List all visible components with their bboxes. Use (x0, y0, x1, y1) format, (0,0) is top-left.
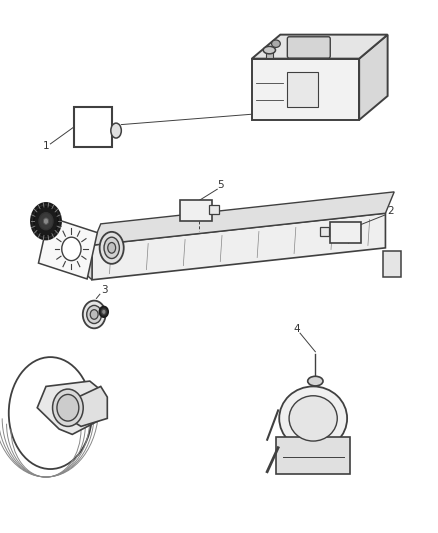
Ellipse shape (99, 306, 108, 317)
Ellipse shape (263, 46, 276, 54)
Ellipse shape (43, 218, 49, 224)
FancyBboxPatch shape (330, 222, 361, 243)
Bar (320, 227, 329, 236)
Text: 2: 2 (387, 206, 394, 215)
FancyBboxPatch shape (287, 37, 330, 58)
Polygon shape (359, 35, 388, 120)
Bar (287, 72, 318, 107)
Polygon shape (37, 381, 103, 434)
Text: 1: 1 (42, 141, 49, 150)
Ellipse shape (53, 389, 83, 426)
Polygon shape (68, 386, 107, 426)
Text: 5: 5 (217, 181, 224, 190)
Polygon shape (252, 35, 388, 59)
Circle shape (62, 237, 81, 261)
FancyBboxPatch shape (180, 200, 212, 221)
Ellipse shape (57, 394, 79, 421)
Polygon shape (92, 192, 394, 245)
Ellipse shape (99, 232, 124, 264)
Ellipse shape (307, 376, 323, 386)
Ellipse shape (39, 213, 53, 230)
Polygon shape (252, 59, 359, 120)
Polygon shape (92, 213, 385, 280)
Text: 3: 3 (101, 286, 108, 295)
Ellipse shape (279, 386, 347, 450)
Ellipse shape (104, 237, 119, 259)
Ellipse shape (272, 40, 280, 47)
Bar (383, 251, 401, 277)
Ellipse shape (87, 305, 102, 324)
Ellipse shape (102, 309, 106, 314)
Ellipse shape (108, 243, 116, 253)
Bar (209, 205, 219, 214)
Polygon shape (39, 217, 97, 279)
FancyBboxPatch shape (276, 437, 350, 474)
Polygon shape (83, 237, 92, 280)
Ellipse shape (83, 301, 106, 328)
Ellipse shape (289, 395, 337, 441)
Bar (266, 48, 273, 58)
Ellipse shape (34, 206, 58, 236)
Ellipse shape (31, 203, 61, 239)
Ellipse shape (111, 123, 121, 138)
Ellipse shape (9, 357, 92, 469)
Ellipse shape (90, 310, 98, 319)
Text: 4: 4 (293, 324, 300, 334)
Bar (74, 107, 112, 147)
